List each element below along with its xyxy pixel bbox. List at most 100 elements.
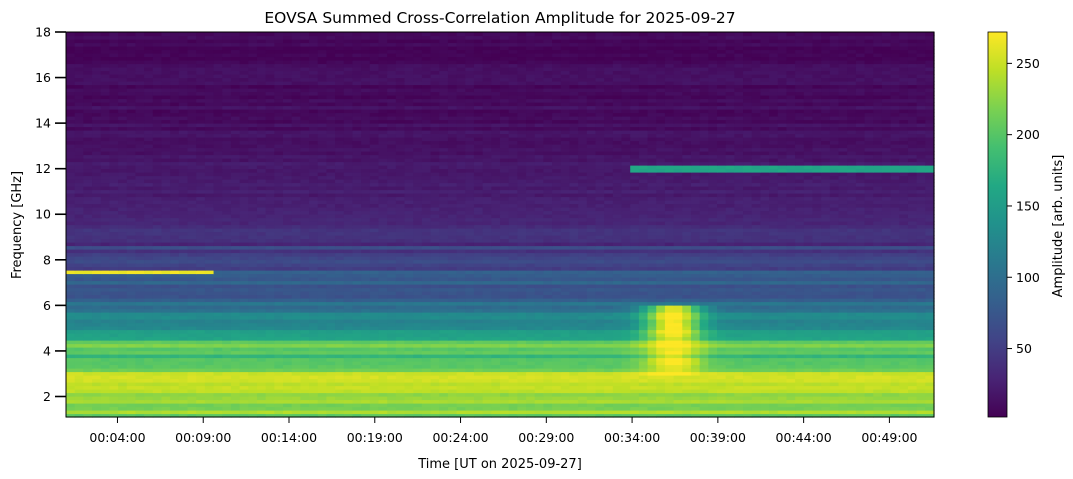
heatmap-cell <box>447 410 458 415</box>
heatmap-cell <box>864 245 874 250</box>
heatmap-cell <box>630 333 640 338</box>
heatmap-cell <box>621 403 631 408</box>
heatmap-cell <box>265 298 275 303</box>
heatmap-cell <box>508 406 518 411</box>
heatmap-cell <box>769 284 779 289</box>
heatmap-cell <box>595 357 605 362</box>
heatmap-cell <box>916 396 926 401</box>
heatmap-cell <box>274 403 284 408</box>
heatmap-cell <box>178 277 189 282</box>
heatmap-cell <box>500 249 510 254</box>
heatmap-cell <box>708 333 718 338</box>
heatmap-cell <box>187 242 197 247</box>
heatmap-cell <box>109 399 119 404</box>
heatmap-cell <box>612 291 623 296</box>
heatmap-cell <box>265 378 275 383</box>
heatmap-cell <box>899 333 909 338</box>
heatmap-cell <box>256 406 267 411</box>
heatmap-cell <box>769 364 779 369</box>
heatmap-cell <box>725 396 735 401</box>
heatmap-cell <box>621 280 631 285</box>
heatmap-cell <box>916 357 926 362</box>
heatmap-cell <box>196 350 206 355</box>
heatmap-cell <box>526 399 536 404</box>
heatmap-cell <box>899 252 909 257</box>
heatmap-cell <box>630 287 640 292</box>
heatmap-cell <box>222 399 232 404</box>
heatmap-cell <box>274 333 284 338</box>
heatmap-cell <box>621 315 631 320</box>
heatmap-cell <box>847 259 857 264</box>
heatmap-cell <box>777 340 788 345</box>
heatmap-cell <box>534 294 544 299</box>
heatmap-cell <box>274 242 284 247</box>
heatmap-cell <box>760 245 770 250</box>
heatmap-cell <box>769 270 779 275</box>
heatmap-cell <box>916 371 926 376</box>
heatmap-cell <box>656 256 666 261</box>
heatmap-cell <box>421 385 432 390</box>
heatmap-cell <box>621 392 631 397</box>
heatmap-cell <box>578 347 588 352</box>
heatmap-cell <box>638 410 649 415</box>
heatmap-cell <box>482 315 492 320</box>
heatmap-cell <box>274 343 284 348</box>
heatmap-cell <box>118 399 128 404</box>
heatmap-cell <box>812 396 822 401</box>
heatmap-cell <box>699 343 709 348</box>
heatmap-cell <box>196 333 206 338</box>
heatmap-cell <box>144 305 154 310</box>
heatmap-cell <box>717 245 727 250</box>
heatmap-cell <box>300 364 310 369</box>
heatmap-cell <box>482 259 492 264</box>
heatmap-cell <box>673 256 683 261</box>
heatmap-cell <box>126 361 137 366</box>
heatmap-cell <box>196 305 206 310</box>
heatmap-cell <box>812 298 822 303</box>
heatmap-cell <box>369 312 380 317</box>
heatmap-cell <box>612 298 623 303</box>
heatmap-cell <box>673 413 683 418</box>
heatmap-cell <box>361 287 371 292</box>
heatmap-cell <box>369 410 380 415</box>
heatmap-cell <box>74 256 84 261</box>
heatmap-cell <box>256 298 267 303</box>
heatmap-cell <box>829 329 840 334</box>
heatmap-cell <box>430 354 440 359</box>
heatmap-cell <box>578 266 588 271</box>
heatmap-cell <box>352 350 362 355</box>
heatmap-cell <box>152 242 163 247</box>
heatmap-cell <box>126 333 137 338</box>
heatmap-cell <box>256 410 267 415</box>
heatmap-cell <box>230 364 241 369</box>
heatmap-cell <box>204 340 215 345</box>
heatmap-cell <box>196 375 206 380</box>
heatmap-cell <box>673 273 683 278</box>
heatmap-cell <box>621 305 631 310</box>
heatmap-cell <box>465 392 475 397</box>
heatmap-cell <box>404 350 414 355</box>
heatmap-cell <box>656 301 666 306</box>
heatmap-cell <box>812 284 822 289</box>
heatmap-cell <box>109 322 119 327</box>
heatmap-cell <box>508 322 518 327</box>
heatmap-cell <box>178 413 189 418</box>
heatmap-cell <box>248 361 258 366</box>
heatmap-cell <box>109 354 119 359</box>
heatmap-cell <box>100 333 110 338</box>
heatmap-cell <box>378 270 388 275</box>
heatmap-cell <box>552 413 562 418</box>
heatmap-cell <box>517 322 527 327</box>
heatmap-cell <box>74 242 84 247</box>
heatmap-cell <box>309 252 319 257</box>
heatmap-cell <box>656 410 666 415</box>
heatmap-cell <box>135 284 145 289</box>
heatmap-cell <box>734 385 744 390</box>
heatmap-cell <box>847 343 857 348</box>
heatmap-cell <box>100 259 110 264</box>
heatmap-cell <box>161 252 171 257</box>
heatmap-cell <box>664 403 675 408</box>
heatmap-cell <box>647 403 657 408</box>
heatmap-cell <box>621 249 631 254</box>
heatmap-cell <box>604 291 614 296</box>
